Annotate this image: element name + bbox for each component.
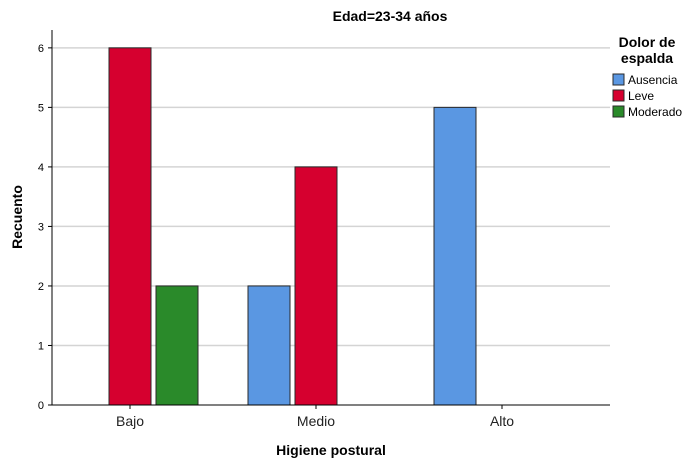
legend-items: Ausencia Leve Moderado (612, 73, 682, 119)
x-tick-label: Alto (490, 413, 514, 429)
x-axis-title: Higiene postural (276, 442, 386, 458)
legend-swatch-ausencia (612, 73, 625, 86)
bar-medio-ausencia (247, 285, 291, 406)
legend-label-moderado: Moderado (628, 105, 682, 119)
legend-label-leve: Leve (628, 89, 654, 103)
legend-swatch-leve (612, 89, 625, 102)
bar-bajo-leve (108, 47, 152, 406)
y-axis-title: Recuento (9, 185, 25, 249)
y-tick-label: 5 (38, 102, 44, 114)
axes (51, 30, 610, 406)
y-tick-label: 0 (38, 400, 44, 412)
bar-bajo-moderado (155, 285, 199, 406)
legend-swatch-moderado (612, 105, 625, 118)
legend-title-line-2: espalda (621, 50, 673, 66)
x-tick-labels: Bajo Medio Alto (116, 405, 514, 429)
y-tick-label: 3 (38, 221, 44, 233)
x-tick-label: Medio (297, 413, 335, 429)
y-tick-label: 1 (38, 340, 44, 352)
bar-alto-ausencia (433, 106, 477, 406)
legend: Dolor de espalda Ausencia Leve Moderado (612, 34, 682, 119)
bars (108, 47, 477, 406)
y-tick-label: 6 (38, 43, 44, 55)
y-tick-labels: 0 1 2 3 4 5 6 (38, 43, 52, 412)
legend-title-line-1: Dolor de (619, 34, 676, 50)
y-tick-label: 4 (38, 162, 44, 174)
bar-medio-leve (294, 166, 338, 406)
legend-label-ausencia: Ausencia (628, 73, 678, 87)
chart-title: Edad=23-34 años (333, 8, 448, 24)
y-tick-label: 2 (38, 281, 44, 293)
x-tick-label: Bajo (116, 413, 144, 429)
